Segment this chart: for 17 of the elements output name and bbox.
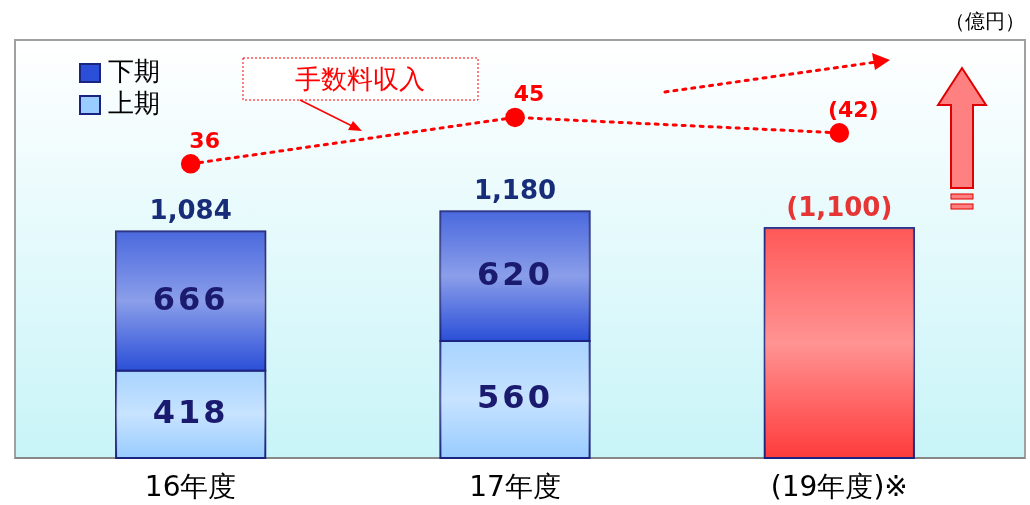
series-label: 手数料収入 [295,64,425,94]
data-label: 418 [152,393,229,432]
total-label: 1,180 [473,175,557,206]
total-label: (1,100) [786,192,893,223]
data-label: 560 [477,378,553,417]
x-tick-label: (19年度)※ [770,470,908,503]
data-label: (42) [827,96,879,122]
legend-label: 上期 [108,88,160,118]
data-label: 45 [513,81,545,107]
total-label: 1,084 [149,195,232,226]
x-tick-label: 16年度 [144,470,237,503]
x-tick-label: 17年度 [469,470,561,503]
data-label: 666 [152,280,229,319]
legend-label: 下期 [108,56,160,86]
data-label: 620 [477,255,553,294]
data-label: 36 [189,127,220,153]
text: （億円） [945,9,1025,33]
